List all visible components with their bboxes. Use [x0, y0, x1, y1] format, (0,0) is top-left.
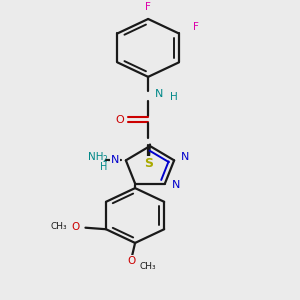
Text: N: N [155, 88, 164, 99]
Text: NH: NH [88, 152, 104, 162]
Text: O: O [116, 115, 124, 124]
Text: N: N [181, 152, 190, 162]
Text: O: O [127, 256, 136, 266]
Text: 2: 2 [102, 154, 107, 164]
Text: F: F [193, 22, 199, 32]
Text: CH₃: CH₃ [140, 262, 157, 271]
Text: H: H [169, 92, 177, 102]
Text: F: F [145, 2, 151, 12]
Text: S: S [144, 157, 153, 169]
Text: H: H [100, 162, 107, 172]
Text: CH₃: CH₃ [50, 222, 67, 231]
Text: N: N [172, 180, 180, 190]
Text: O: O [71, 222, 79, 232]
Text: N: N [110, 155, 119, 165]
